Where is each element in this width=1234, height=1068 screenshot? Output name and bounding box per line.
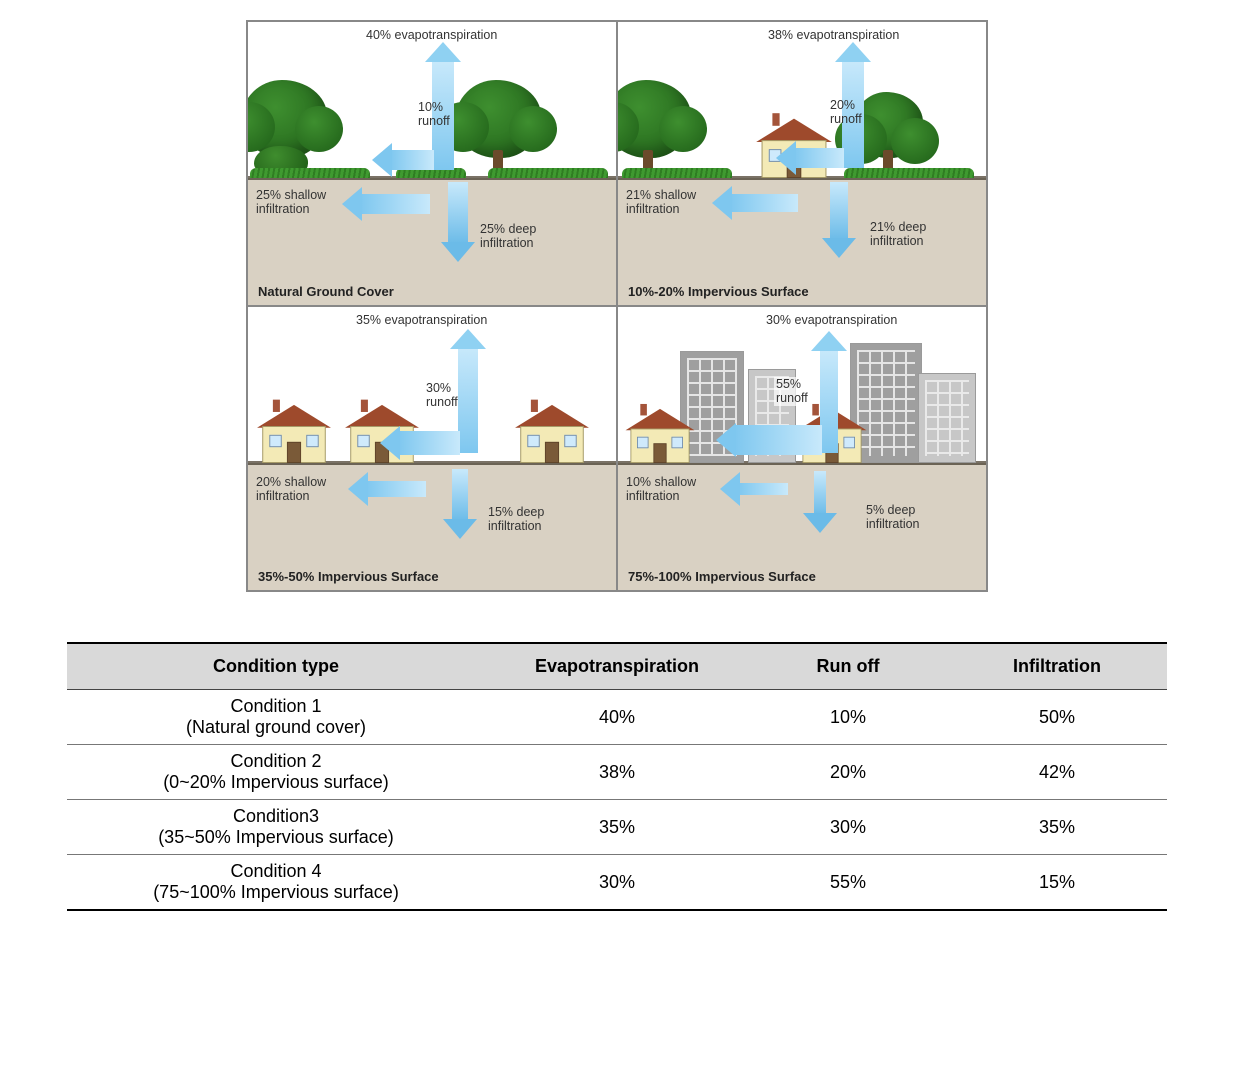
col-condition: Condition type [67,643,485,690]
deep-label: 25% deepinfiltration [480,222,536,251]
shallow-label: 10% shallowinfiltration [626,475,696,504]
col-evap: Evapotranspiration [485,643,749,690]
deep-arrow-icon [830,182,848,240]
evap-label: 38% evapotranspiration [768,28,899,42]
conditions-table: Condition type Evapotranspiration Run of… [67,642,1167,911]
runoff-arrow-icon [390,150,434,170]
panel-caption: 10%-20% Impervious Surface [628,284,809,299]
table-body: Condition 1(Natural ground cover) 40%10%… [67,690,1167,911]
deep-arrow-icon [452,469,468,521]
col-runoff: Run off [749,643,947,690]
table-row: Condition 4(75~100% Impervious surface) … [67,855,1167,911]
panel-caption: 35%-50% Impervious Surface [258,569,439,584]
evap-label: 40% evapotranspiration [366,28,497,42]
table-header-row: Condition type Evapotranspiration Run of… [67,643,1167,690]
runoff-label: 30%runoff [426,381,458,410]
panel-10-20-impervious: /* house inner structure injected below … [617,21,987,306]
runoff-label: 20%runoff [830,98,862,127]
shallow-label: 20% shallowinfiltration [256,475,326,504]
table-row: Condition 2(0~20% Impervious surface) 38… [67,745,1167,800]
table-row: Condition3(35~50% Impervious surface) 35… [67,800,1167,855]
shallow-arrow-icon [730,194,798,212]
evap-label: 35% evapotranspiration [356,313,487,327]
shallow-arrow-icon [738,483,788,495]
runoff-arrow-icon [398,431,460,455]
col-infil: Infiltration [947,643,1167,690]
deep-arrow-icon [448,182,468,244]
panel-caption: 75%-100% Impervious Surface [628,569,816,584]
shallow-arrow-icon [360,194,430,214]
panel-35-50-impervious: 35% evapotranspiration 30%runoff 20% sha… [247,306,617,591]
shallow-arrow-icon [366,481,426,497]
panel-75-100-impervious: 30% evapotranspiration 55%runoff 10% sha… [617,306,987,591]
evap-arrow-icon [458,347,478,453]
runoff-arrow-icon [734,425,822,455]
panel-natural-ground: 40% evapotranspiration 10%runoff 25% sha… [247,21,617,306]
shallow-label: 25% shallowinfiltration [256,188,326,217]
deep-label: 5% deepinfiltration [866,503,920,532]
deep-arrow-icon [814,471,826,515]
deep-label: 15% deepinfiltration [488,505,544,534]
panel-caption: Natural Ground Cover [258,284,394,299]
evap-arrow-icon [820,349,838,453]
runoff-label: 10%runoff [418,100,450,129]
evap-label: 30% evapotranspiration [766,313,897,327]
runoff-arrow-icon [794,148,844,168]
shallow-label: 21% shallowinfiltration [626,188,696,217]
runoff-label: 55%runoff [774,377,810,406]
deep-label: 21% deepinfiltration [870,220,926,249]
water-cycle-diagram: 40% evapotranspiration 10%runoff 25% sha… [246,20,988,592]
table-row: Condition 1(Natural ground cover) 40%10%… [67,690,1167,745]
